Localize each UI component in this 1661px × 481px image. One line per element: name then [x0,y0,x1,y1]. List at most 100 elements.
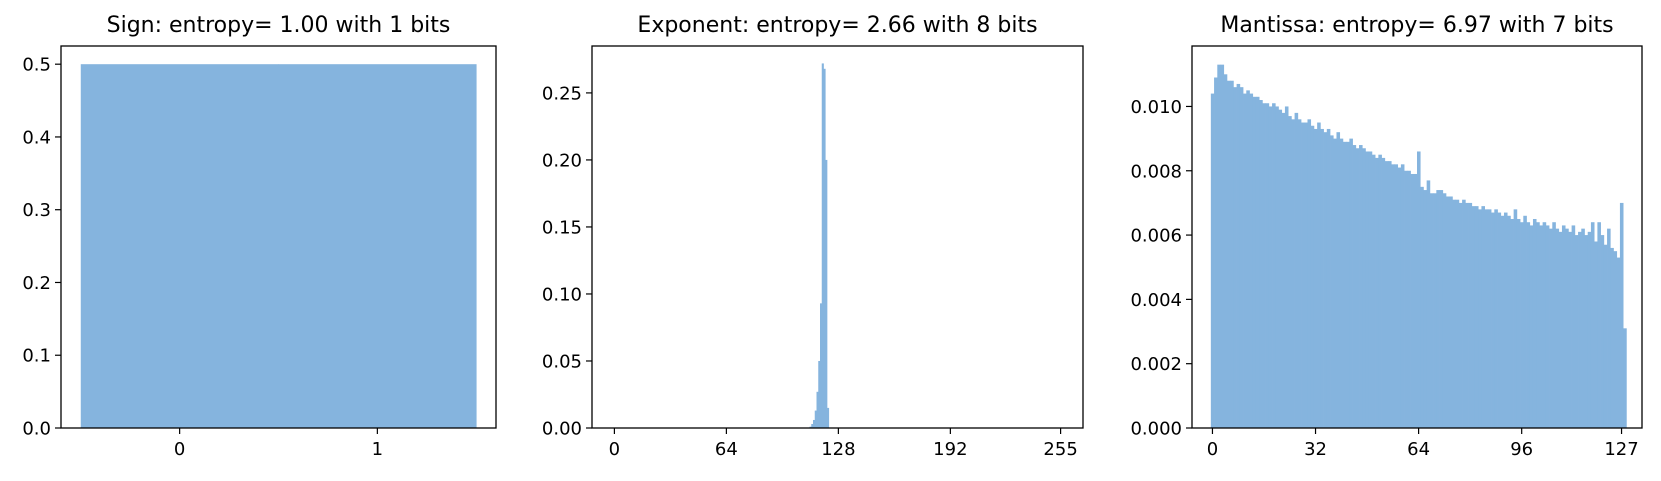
histogram-bar [1365,151,1370,428]
histogram-bar [1491,212,1495,428]
histogram-bar [1320,128,1324,428]
histogram-bar [278,64,477,428]
histogram-bar [1223,74,1228,429]
histogram-bar [1272,103,1276,429]
histogram-bar [1442,193,1447,428]
histogram-bar [80,64,279,428]
histogram-bar [1230,80,1234,428]
histogram-bar [1574,235,1579,428]
histogram-bar [1284,106,1289,428]
histogram-bar [1468,202,1473,428]
axes-frame [591,45,1084,429]
histogram-bar [1410,173,1415,428]
y-tick-label: 0.10 [542,284,582,305]
y-tick-label: 0.1 [22,346,51,367]
histogram-bar [811,423,814,428]
x-tick-label: 128 [821,439,855,460]
histogram-bar [1471,206,1476,428]
histogram-bar [1523,215,1527,428]
y-tick-label: 0.25 [542,83,582,104]
histogram-bar [1607,228,1611,428]
histogram-bar [820,303,823,428]
histogram-bar [1474,206,1479,428]
histogram-bar [1571,225,1576,428]
histogram-bar [1233,87,1237,428]
y-tick-label: 0.002 [1130,354,1182,375]
y-tick-label: 0.3 [22,200,51,221]
histogram-bar [1255,96,1260,429]
y-tick-label: 0.0 [22,419,51,440]
histogram-bar [1236,83,1241,428]
x-tick-label: 192 [933,439,967,460]
histogram-bar [1484,209,1489,428]
histogram-bar [825,159,828,428]
histogram-bar [1371,154,1376,428]
histogram-bar [1616,257,1621,428]
histogram-bar [1587,231,1592,428]
histogram-bar [1246,90,1250,429]
histogram-bar [1400,164,1405,428]
bars [809,63,830,429]
histogram-bar [1542,222,1547,428]
histogram-bar [1268,106,1273,428]
histogram-bar [1388,161,1392,429]
y-tick-label: 0.006 [1130,226,1182,247]
histogram-bar [1333,138,1337,429]
histogram-bar [1552,222,1556,428]
histogram-bar [1330,135,1334,428]
histogram-bar [1217,64,1221,429]
x-tick-label: 1 [372,439,383,460]
x-tick-label: 96 [1510,439,1533,460]
histogram-bar [1532,218,1537,428]
histogram-bar [1249,93,1254,428]
bars [1210,64,1627,429]
y-tick-label: 0.5 [22,55,51,76]
histogram-bar [1394,164,1399,428]
histogram-bar [1594,241,1598,428]
histogram-bar [1342,141,1347,428]
y-tick-label: 0.2 [22,273,51,294]
histogram-bar [1549,228,1553,428]
histogram-bar [814,410,817,428]
y-tick-label: 0.000 [1130,419,1182,440]
axes-frame [60,45,497,429]
histogram-bar [1513,209,1518,428]
histogram-bar [1584,235,1589,428]
histogram-bar [1243,93,1247,428]
histogram-bar [1433,193,1437,428]
histogram-bar [1381,157,1386,428]
axes-frame [1191,45,1643,429]
histogram-bar [1317,122,1321,428]
y-tick-label: 0.15 [542,217,582,238]
histogram-bar [823,68,826,428]
histogram-bar [1623,328,1627,428]
histogram-bar [1310,125,1315,429]
y-tick-label: 0.20 [542,150,582,171]
histogram-bar [1404,170,1408,428]
histogram-bar [1439,190,1444,428]
histogram-bar [1603,244,1608,428]
histogram-bar [1458,202,1463,428]
histogram-bar [1568,231,1572,428]
histogram-bar [827,407,830,428]
histogram-bar [1500,215,1505,428]
histogram-bar [1503,212,1508,428]
histogram-bar [1326,128,1331,428]
histogram-bar [1520,222,1524,428]
histogram-bar [1545,225,1550,428]
histogram-bar [1581,228,1585,428]
histogram-bar [1262,103,1266,429]
histogram-bar [1252,96,1257,429]
histogram-bar [1275,106,1279,428]
histogram-bar [1294,112,1299,428]
histogram-bar [1355,148,1360,428]
histogram-bar [1291,119,1295,428]
histogram-bar [1413,173,1418,428]
histogram-bar [1281,112,1286,428]
histogram-bar [1600,235,1605,428]
x-tick-label: 0 [1207,439,1218,460]
histogram-bar [1301,122,1305,428]
histogram-bar [1426,180,1431,428]
histogram-bar [809,426,812,428]
